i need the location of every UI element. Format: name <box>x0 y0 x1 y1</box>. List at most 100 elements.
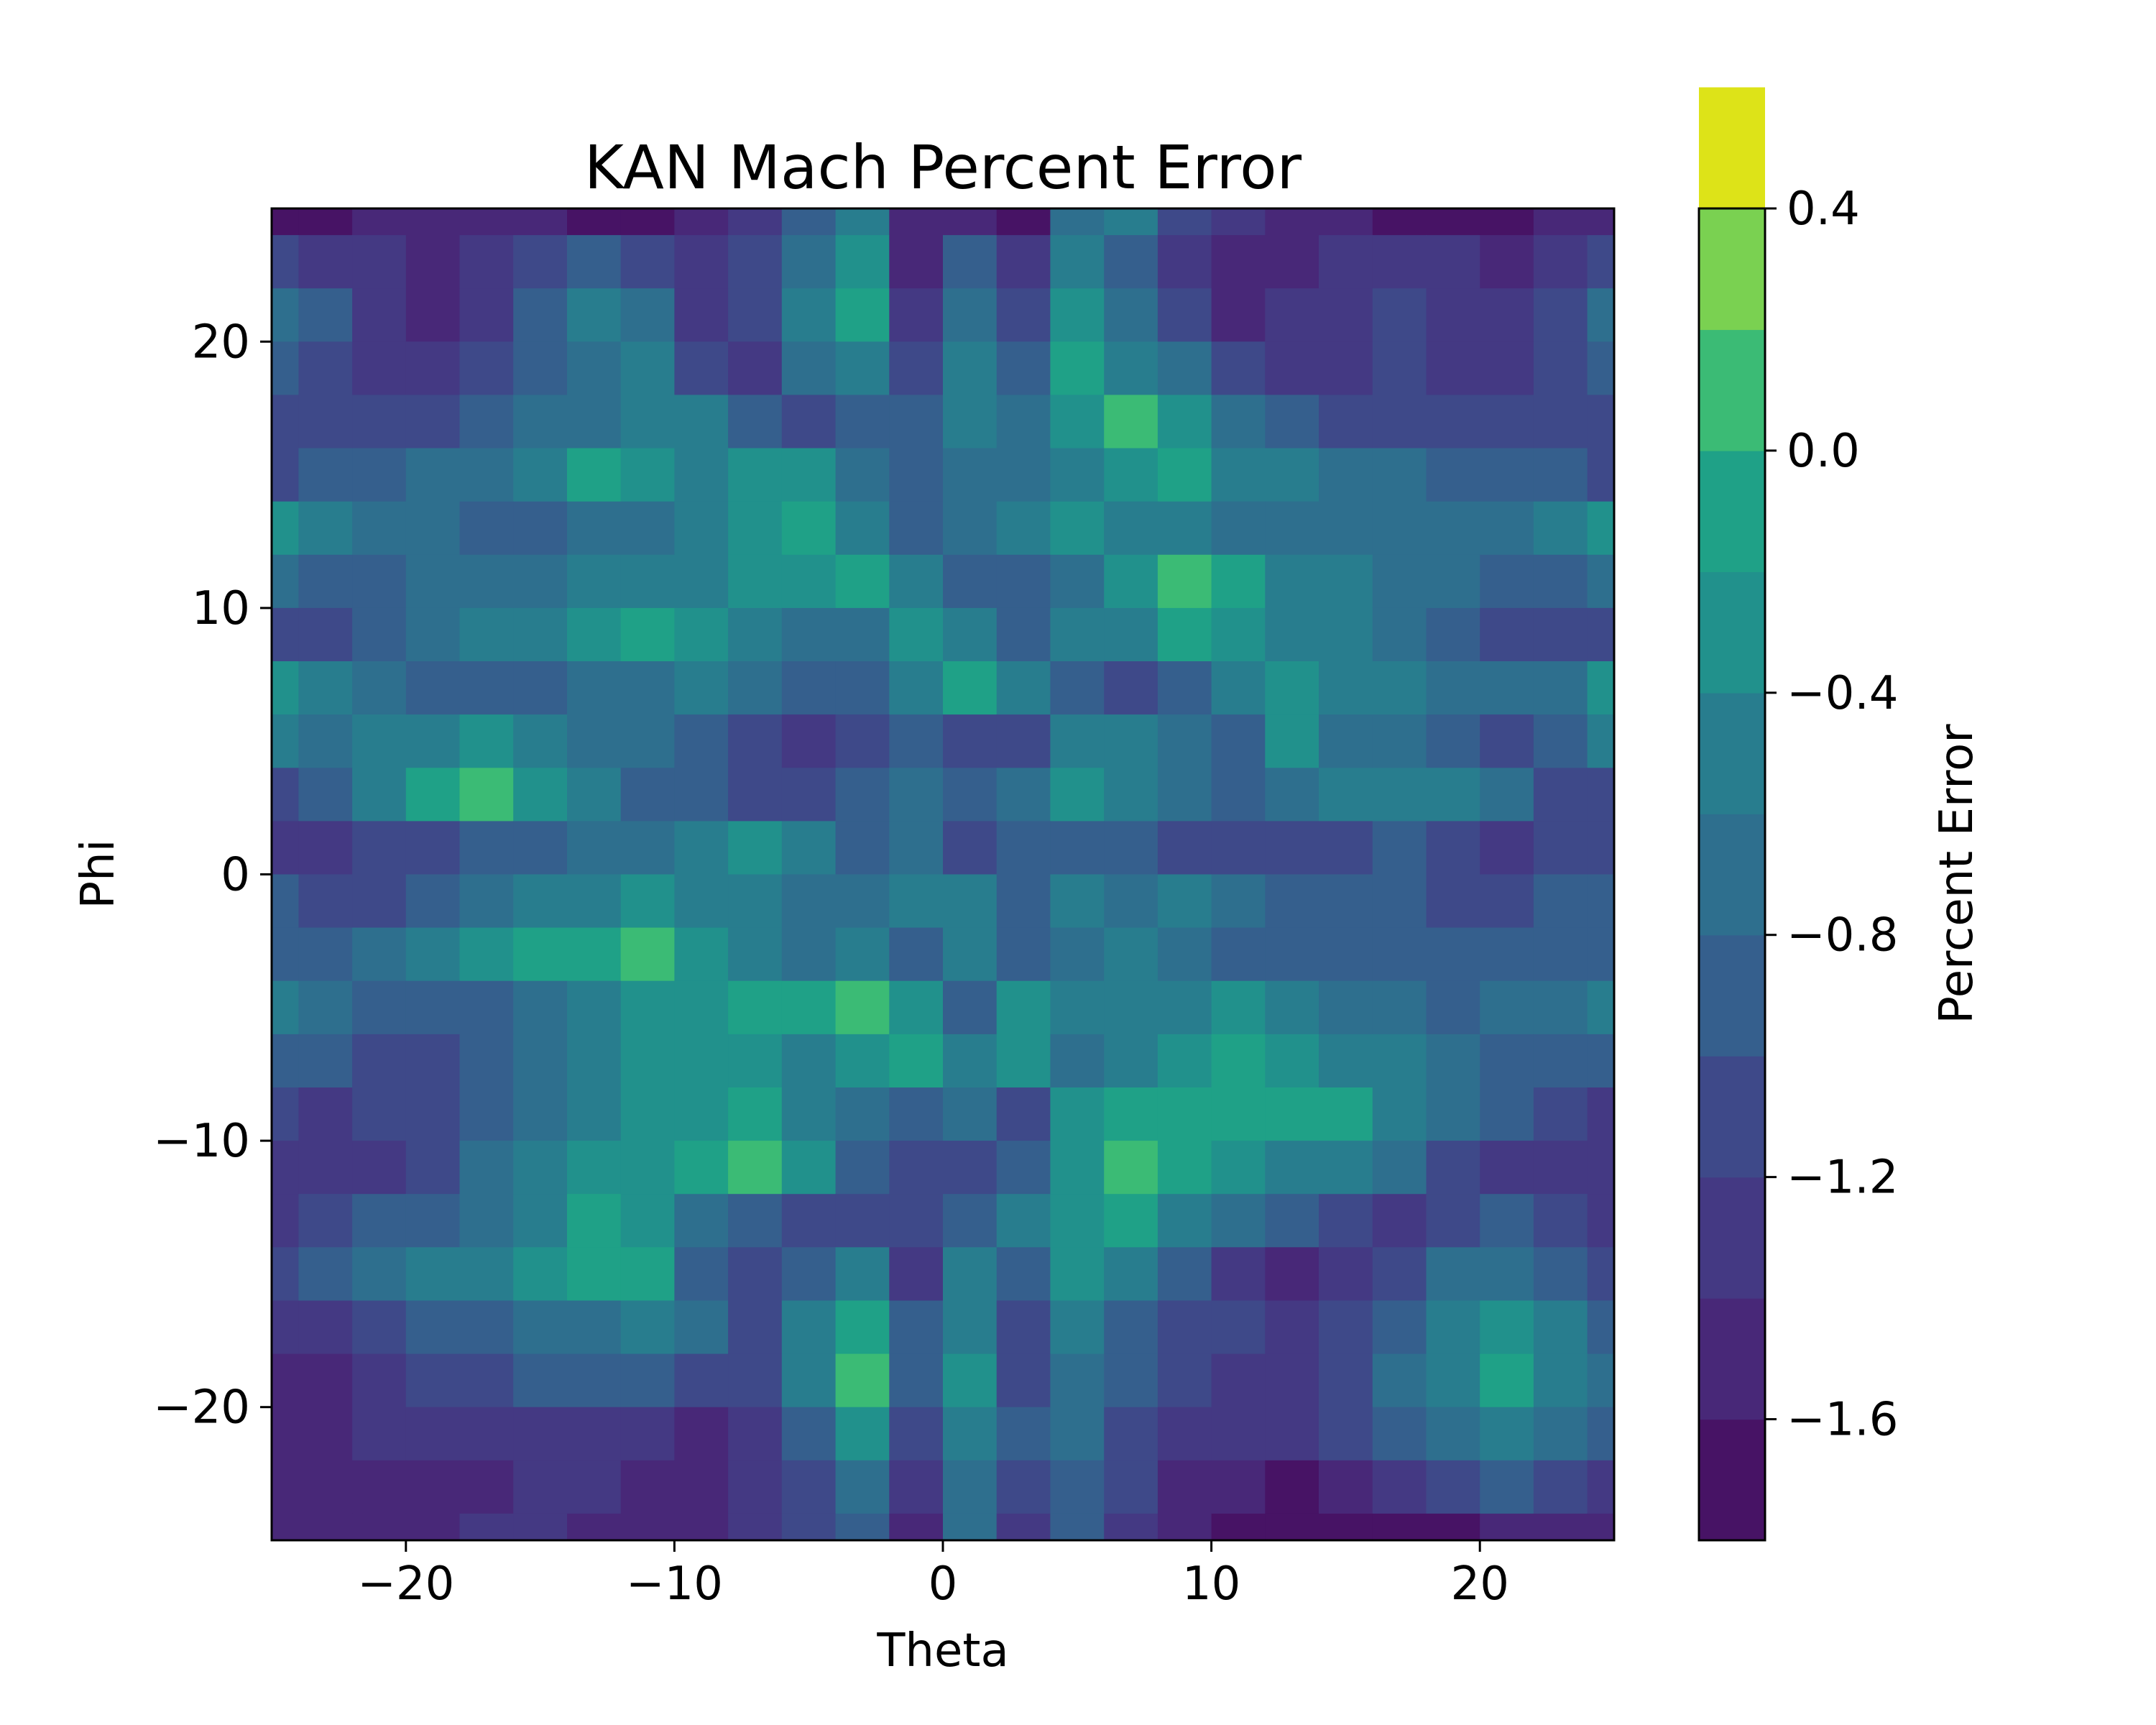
contour-cell <box>620 1460 675 1514</box>
contour-cell <box>1050 448 1105 502</box>
contour-cell <box>567 1353 622 1408</box>
contour-cell <box>298 1194 353 1248</box>
contour-cell <box>781 1194 837 1248</box>
contour-cell <box>943 1087 998 1141</box>
contour-cell <box>1372 927 1427 982</box>
contour-cell <box>567 1034 622 1088</box>
contour-cell <box>1050 821 1105 875</box>
contour-cell <box>1104 208 1158 236</box>
contour-cell <box>1265 1513 1319 1540</box>
contour-cell <box>1533 341 1588 395</box>
contour-cell <box>567 1141 622 1195</box>
contour-cell <box>1319 1141 1373 1195</box>
colorbar-band <box>1699 87 1765 209</box>
contour-cell <box>728 1460 783 1514</box>
contour-cell <box>1265 395 1319 449</box>
contour-cell <box>1104 1141 1158 1195</box>
contour-cell <box>943 927 998 982</box>
contour-cell <box>1050 1300 1105 1355</box>
contour-cell <box>889 1407 944 1461</box>
contour-cell <box>1372 607 1427 662</box>
contour-cell <box>459 927 514 982</box>
contour-cell <box>272 235 299 289</box>
contour-cell <box>996 235 1051 289</box>
contour-cell <box>1104 927 1158 982</box>
contour-cell <box>1265 607 1319 662</box>
contour-cell <box>1426 1087 1480 1141</box>
x-tick-label: −10 <box>626 1558 723 1611</box>
contour-cell <box>298 1034 353 1088</box>
contour-cell <box>996 874 1051 929</box>
contour-cell <box>513 607 568 662</box>
contour-cell <box>513 1407 568 1461</box>
contour-cell <box>620 1353 675 1408</box>
contour-cell <box>272 1141 299 1195</box>
contour-cell <box>1426 661 1480 715</box>
contour-cell <box>781 1353 837 1408</box>
contour-cell <box>1319 395 1373 449</box>
contour-cell <box>1372 1300 1427 1355</box>
contour-cell <box>459 1513 514 1540</box>
contour-cell <box>1533 714 1588 768</box>
contour-cell <box>352 235 407 289</box>
contour-cell <box>298 980 353 1035</box>
contour-cell <box>352 448 407 502</box>
y-tick-label: −10 <box>153 1115 250 1168</box>
contour-cell <box>1211 1513 1266 1540</box>
contour-cell <box>674 714 729 768</box>
x-tick-label: 0 <box>929 1558 958 1611</box>
contour-cell <box>996 768 1051 822</box>
contour-cell <box>996 607 1051 662</box>
contour-cell <box>1372 448 1427 502</box>
contour-cell <box>513 395 568 449</box>
contour-cell <box>889 874 944 929</box>
contour-cell <box>298 821 353 875</box>
contour-cell <box>889 821 944 875</box>
y-tick-label: 10 <box>192 582 250 635</box>
contour-cell <box>1104 1034 1158 1088</box>
contour-cell <box>835 714 890 768</box>
contour-cell <box>405 768 461 822</box>
contour-cell <box>889 1460 944 1514</box>
contour-cell <box>567 980 622 1035</box>
contour-cell <box>781 288 837 342</box>
contour-cell <box>889 1247 944 1301</box>
contour-cell <box>943 821 998 875</box>
contour-cell <box>272 1087 299 1141</box>
contour-cell <box>620 1141 675 1195</box>
contour-cell <box>298 768 353 822</box>
contour-cell <box>1050 1141 1105 1195</box>
contour-cell <box>1104 1300 1158 1355</box>
contour-cell <box>835 1194 890 1248</box>
contour-cell <box>459 768 514 822</box>
contour-cell <box>513 341 568 395</box>
contour-cell <box>943 607 998 662</box>
contour-cell <box>405 714 461 768</box>
contour-cell <box>1533 554 1588 609</box>
contour-cell <box>1104 235 1158 289</box>
contour-cell <box>272 980 299 1035</box>
contour-cell <box>1157 501 1212 556</box>
contour-cell <box>1157 1141 1212 1195</box>
contour-cell <box>1157 714 1212 768</box>
contour-cell <box>1480 1300 1534 1355</box>
contour-cell <box>1587 1247 1614 1301</box>
contour-cell <box>1319 341 1373 395</box>
contour-cell <box>1587 1087 1614 1141</box>
contour-cell <box>889 1300 944 1355</box>
contour-cell <box>728 341 783 395</box>
contour-cell <box>1157 448 1212 502</box>
contour-cell <box>298 554 353 609</box>
contour-cell <box>835 821 890 875</box>
contour-cell <box>943 554 998 609</box>
contour-cell <box>1372 980 1427 1035</box>
contour-cell <box>272 1353 299 1408</box>
contour-cell <box>1587 1513 1614 1540</box>
contour-cell <box>620 1300 675 1355</box>
contour-cell <box>272 1407 299 1461</box>
contour-cell <box>1265 1034 1319 1088</box>
contour-cell <box>1157 1407 1212 1461</box>
contour-cell <box>567 1194 622 1248</box>
contour-cell <box>996 1034 1051 1088</box>
contour-cell <box>1265 1407 1319 1461</box>
